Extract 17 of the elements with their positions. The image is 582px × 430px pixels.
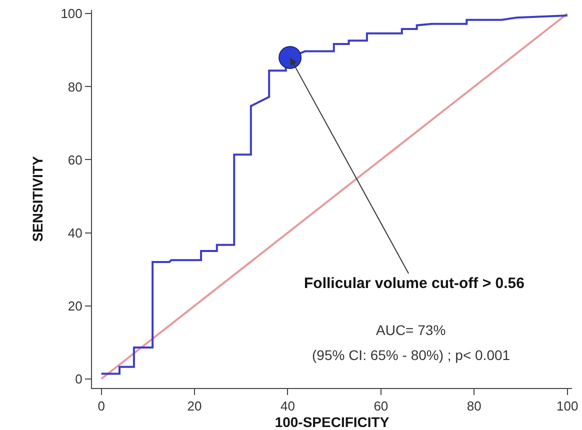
y-tick-label: 40	[68, 225, 82, 240]
y-tick-label: 60	[68, 152, 82, 168]
y-tick-label: 20	[68, 298, 82, 314]
y-tick-label: 100	[60, 6, 82, 22]
x-tick-label: 100	[556, 398, 578, 414]
y-tick-label: 80	[68, 79, 82, 94]
y-tick-label: 0	[75, 371, 82, 386]
x-tick-label: 0	[98, 398, 105, 414]
annotation: Follicular volume cut-off > 0.56	[304, 275, 524, 292]
annotation: AUC= 73%	[376, 322, 446, 338]
x-tick-label: 80	[466, 398, 482, 414]
x-axis-title: 100-SPECIFICITY	[274, 414, 390, 430]
annotation: (95% CI: 65% - 80%) ; p< 0.001	[312, 347, 510, 363]
x-tick-label: 40	[280, 398, 295, 414]
x-tick-label: 20	[187, 398, 202, 414]
x-tick-label: 60	[374, 398, 388, 414]
y-axis-title: SENSITIVITY	[29, 156, 46, 242]
